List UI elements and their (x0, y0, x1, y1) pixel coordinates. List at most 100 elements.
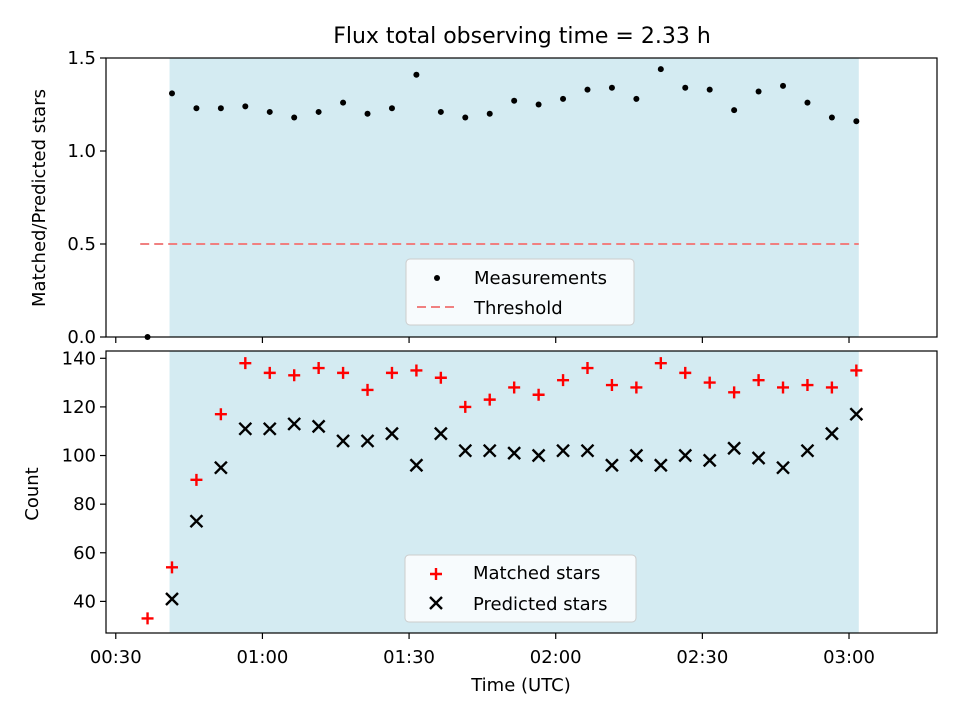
top-legend-box (405, 258, 635, 326)
measurement-point (340, 99, 347, 106)
measurement-point (780, 82, 787, 89)
bottom-legend-box (404, 554, 637, 623)
measurement-point (657, 66, 664, 73)
legend-threshold-label: Threshold (473, 298, 563, 319)
predicted-star-point (287, 417, 302, 431)
bottom-ytick-label: 60 (73, 543, 96, 564)
bottom-ytick-label: 120 (62, 397, 96, 418)
bottom-xtick-label: 01:00 (236, 647, 288, 668)
predicted-star-point (262, 421, 277, 436)
measurement-point (682, 84, 689, 91)
legend-matched-marker (430, 568, 442, 580)
predicted-star-point (336, 434, 350, 448)
top-ytick-label: 0.0 (67, 327, 96, 348)
measurement-point (291, 114, 298, 121)
bottom-ytick-label: 100 (62, 446, 96, 467)
matched-star-point (434, 371, 447, 384)
legend-measurements-marker (434, 275, 440, 281)
matched-star-point (703, 376, 716, 389)
matched-star-point (361, 383, 374, 396)
top-panel: 0.0 0.5 1.0 1.5 Matched/Predicted stars Mea… (29, 48, 938, 348)
matched-star-point (654, 357, 667, 370)
bottom-ytick-label: 140 (62, 348, 96, 369)
predicted-star-point (433, 426, 448, 441)
matched-star-point (532, 388, 545, 401)
measurement-point (633, 95, 640, 102)
matched-star-point (141, 612, 154, 625)
bottom-xtick-label: 00:30 (90, 647, 142, 668)
measurement-point (437, 108, 444, 115)
predicted-star-point (825, 426, 839, 441)
measurement-point (413, 71, 420, 78)
measurement-point (706, 86, 713, 93)
predicted-star-point (678, 448, 693, 463)
bottom-ylabel: Count (22, 467, 43, 520)
bottom-xtick-label: 02:00 (530, 647, 582, 668)
predicted-star-point (727, 441, 741, 456)
predicted-star-point (580, 443, 595, 458)
predicted-star-point (311, 419, 326, 434)
predicted-star-point (653, 458, 668, 473)
bottom-ticks: 40 60 80 100 120 140 00:30 01:00 01:30 02:00 02:30… (62, 348, 875, 668)
matched-star-point (752, 374, 765, 387)
bottom-ytick-label: 40 (73, 591, 96, 612)
top-ytick-label: 1.5 (67, 48, 96, 69)
measurement-point (217, 105, 224, 112)
predicted-star-point (849, 407, 864, 422)
matched-star-point (777, 381, 790, 394)
matched-star-point (508, 381, 521, 394)
predicted-star-point (702, 453, 717, 468)
predicted-star-point (189, 514, 204, 529)
chart-title: Flux total observing time = 2.33 h (333, 24, 711, 49)
measurement-point (462, 114, 469, 121)
matched-star-point (630, 381, 643, 394)
measurement-point (804, 99, 811, 106)
matched-star-point (288, 369, 301, 382)
legend-matched-label: Matched stars (473, 563, 600, 584)
top-ticks: 0.0 0.5 1.0 1.5 (67, 48, 850, 348)
matched-star-point (850, 364, 863, 377)
predicted-star-point (605, 458, 619, 473)
measurement-point (755, 88, 762, 95)
predicted-star-point (409, 458, 424, 473)
measurement-point (608, 84, 615, 91)
legend-predicted-label: Predicted stars (473, 594, 607, 615)
matched-star-point (190, 473, 203, 486)
top-plot-frame (105, 57, 938, 338)
measurement-point (731, 107, 738, 114)
bottom-ytick-label: 80 (73, 494, 96, 515)
measurement-point (535, 101, 542, 108)
bottom-xtick-label: 02:30 (676, 647, 728, 668)
measurement-point (486, 110, 493, 117)
predicted-star-point (800, 443, 815, 458)
measurement-point (853, 118, 860, 125)
matched-star-point (165, 561, 178, 574)
legend-predicted-marker (429, 596, 443, 610)
measurement-point (315, 108, 322, 115)
top-ytick-label: 1.0 (67, 141, 96, 162)
matched-star-point (605, 379, 618, 392)
predicted-star-point (238, 421, 253, 436)
predicted-star-point (629, 448, 644, 463)
measurement-point (168, 90, 175, 97)
predicted-star-point (751, 451, 766, 465)
predicted-star-point (360, 434, 375, 448)
predicted-star-point (385, 426, 399, 441)
predicted-star-point (482, 443, 497, 458)
top-ylabel: Matched/Predicted stars (29, 89, 50, 307)
matched-star-point (581, 362, 594, 375)
count-points (141, 357, 864, 625)
matched-star-point (410, 364, 423, 377)
measurement-point (388, 105, 395, 112)
bottom-xtick-label: 01:30 (383, 647, 435, 668)
matched-star-point (239, 357, 252, 370)
measurement-point (364, 110, 371, 117)
measurement-point (560, 95, 567, 102)
measurement-point (242, 103, 249, 110)
predicted-star-point (165, 592, 179, 606)
matched-star-point (483, 393, 496, 406)
measurement-point (193, 105, 200, 112)
measurement-point (828, 114, 835, 121)
predicted-star-point (214, 460, 228, 475)
